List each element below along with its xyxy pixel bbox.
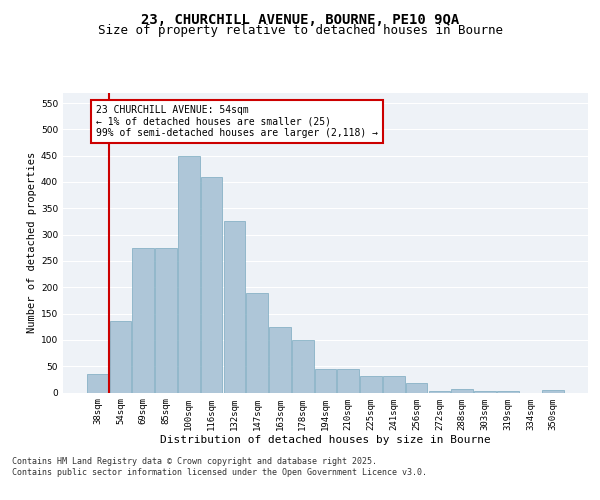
Bar: [155, 248, 177, 392]
Bar: [133, 248, 154, 392]
Bar: [201, 176, 223, 392]
Y-axis label: Number of detached properties: Number of detached properties: [27, 152, 37, 333]
Bar: [292, 340, 314, 392]
X-axis label: Distribution of detached houses by size in Bourne: Distribution of detached houses by size …: [160, 435, 491, 445]
Bar: [110, 322, 131, 392]
Bar: [87, 374, 109, 392]
Bar: [406, 383, 427, 392]
Bar: [314, 369, 337, 392]
Bar: [337, 369, 359, 392]
Bar: [224, 222, 245, 392]
Text: 23, CHURCHILL AVENUE, BOURNE, PE10 9QA: 23, CHURCHILL AVENUE, BOURNE, PE10 9QA: [141, 12, 459, 26]
Bar: [451, 389, 473, 392]
Text: Contains HM Land Registry data © Crown copyright and database right 2025.
Contai: Contains HM Land Registry data © Crown c…: [12, 458, 427, 477]
Bar: [269, 326, 291, 392]
Bar: [247, 292, 268, 392]
Bar: [360, 376, 382, 392]
Text: Size of property relative to detached houses in Bourne: Size of property relative to detached ho…: [97, 24, 503, 37]
Bar: [178, 156, 200, 392]
Bar: [383, 376, 404, 392]
Text: 23 CHURCHILL AVENUE: 54sqm
← 1% of detached houses are smaller (25)
99% of semi-: 23 CHURCHILL AVENUE: 54sqm ← 1% of detac…: [96, 104, 378, 138]
Bar: [428, 391, 450, 392]
Bar: [542, 390, 564, 392]
